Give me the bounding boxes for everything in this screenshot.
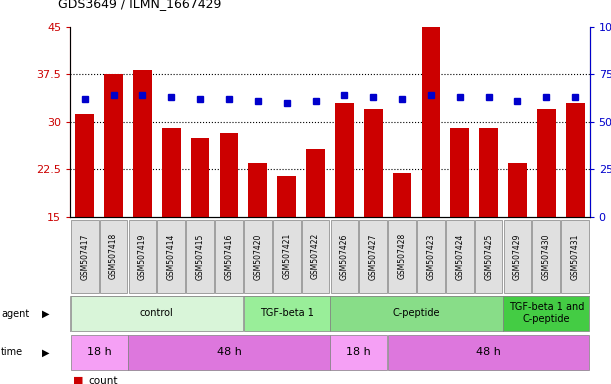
Bar: [219, 133, 238, 217]
Bar: [191, 138, 210, 217]
Text: GSM507424: GSM507424: [455, 233, 464, 280]
Text: GSM507425: GSM507425: [484, 233, 493, 280]
FancyBboxPatch shape: [446, 220, 474, 293]
Bar: [566, 103, 585, 217]
Bar: [450, 128, 469, 217]
FancyBboxPatch shape: [330, 296, 503, 331]
FancyBboxPatch shape: [388, 220, 416, 293]
Bar: [104, 74, 123, 217]
Bar: [422, 27, 441, 217]
Text: control: control: [140, 308, 174, 318]
FancyBboxPatch shape: [331, 220, 358, 293]
Bar: [162, 128, 181, 217]
FancyBboxPatch shape: [70, 335, 128, 370]
Bar: [537, 109, 556, 217]
Text: 48 h: 48 h: [216, 347, 241, 357]
Text: GSM507430: GSM507430: [542, 233, 551, 280]
Text: 48 h: 48 h: [476, 347, 501, 357]
Text: 18 h: 18 h: [346, 347, 371, 357]
Text: GSM507417: GSM507417: [80, 233, 89, 280]
FancyBboxPatch shape: [503, 296, 590, 331]
FancyBboxPatch shape: [128, 335, 330, 370]
Text: GSM507419: GSM507419: [138, 233, 147, 280]
Text: GSM507420: GSM507420: [254, 233, 262, 280]
FancyBboxPatch shape: [503, 220, 532, 293]
Bar: [306, 149, 325, 217]
Text: agent: agent: [1, 309, 29, 319]
Text: TGF-beta 1: TGF-beta 1: [260, 308, 313, 318]
FancyBboxPatch shape: [562, 220, 589, 293]
Text: GSM507428: GSM507428: [398, 233, 406, 280]
FancyBboxPatch shape: [70, 296, 243, 331]
FancyBboxPatch shape: [533, 220, 560, 293]
Text: GDS3649 / ILMN_1667429: GDS3649 / ILMN_1667429: [58, 0, 221, 10]
FancyBboxPatch shape: [302, 220, 329, 293]
Bar: [249, 163, 267, 217]
Text: GSM507426: GSM507426: [340, 233, 349, 280]
Text: GSM507418: GSM507418: [109, 233, 118, 280]
Text: ▶: ▶: [42, 347, 49, 358]
Bar: [393, 173, 411, 217]
Text: count: count: [89, 376, 118, 384]
Text: C-peptide: C-peptide: [393, 308, 441, 318]
Text: GSM507415: GSM507415: [196, 233, 205, 280]
Bar: [508, 163, 527, 217]
FancyBboxPatch shape: [70, 296, 590, 332]
FancyBboxPatch shape: [186, 220, 214, 293]
FancyBboxPatch shape: [475, 220, 502, 293]
FancyBboxPatch shape: [388, 335, 590, 370]
Bar: [479, 128, 498, 217]
Text: GSM507421: GSM507421: [282, 233, 291, 280]
Bar: [335, 103, 354, 217]
Text: GSM507422: GSM507422: [311, 233, 320, 280]
Text: 18 h: 18 h: [87, 347, 111, 357]
Text: TGF-beta 1 and
C-peptide: TGF-beta 1 and C-peptide: [508, 302, 584, 324]
Text: GSM507431: GSM507431: [571, 233, 580, 280]
Text: GSM507414: GSM507414: [167, 233, 176, 280]
Text: ■: ■: [73, 376, 84, 384]
Text: GSM507427: GSM507427: [368, 233, 378, 280]
FancyBboxPatch shape: [100, 220, 128, 293]
FancyBboxPatch shape: [417, 220, 445, 293]
FancyBboxPatch shape: [71, 220, 98, 293]
Text: ▶: ▶: [42, 309, 49, 319]
FancyBboxPatch shape: [215, 220, 243, 293]
Text: time: time: [1, 347, 23, 358]
FancyBboxPatch shape: [244, 296, 330, 331]
Bar: [75, 114, 94, 217]
FancyBboxPatch shape: [273, 220, 301, 293]
Bar: [133, 70, 152, 217]
FancyBboxPatch shape: [128, 220, 156, 293]
FancyBboxPatch shape: [330, 335, 387, 370]
FancyBboxPatch shape: [158, 220, 185, 293]
Text: GSM507429: GSM507429: [513, 233, 522, 280]
Bar: [277, 176, 296, 217]
FancyBboxPatch shape: [244, 220, 272, 293]
Text: GSM507416: GSM507416: [224, 233, 233, 280]
Text: GSM507423: GSM507423: [426, 233, 436, 280]
Bar: [364, 109, 382, 217]
FancyBboxPatch shape: [359, 220, 387, 293]
